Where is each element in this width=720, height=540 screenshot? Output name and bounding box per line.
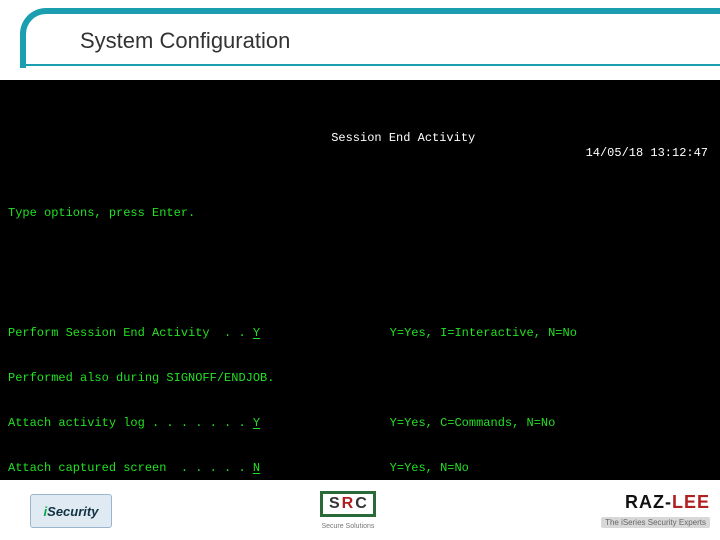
isecurity-text: iSecurity [44, 504, 99, 519]
field-hint: Y=Yes, N=No [390, 461, 469, 475]
src-logo: SRC Secure Solutions [320, 491, 376, 530]
razlee-sub: The iSeries Security Experts [601, 517, 710, 528]
isecurity-logo: iSecurity [30, 494, 112, 528]
instruction-text: Type options, press Enter. [8, 206, 195, 221]
terminal-screen: Session End Activity 14/05/18 13:12:47 T… [0, 80, 720, 480]
field-hint: Y=Yes, I=Interactive, N=No [390, 326, 577, 340]
field-row: Attach captured screen . . . . . N Y=Yes… [8, 461, 712, 476]
footer-logos: iSecurity SRC Secure Solutions RAZ-LEE T… [0, 484, 720, 534]
field-row: Perform Session End Activity . . Y Y=Yes… [8, 326, 712, 341]
field-label: Perform Session End Activity . . [8, 326, 246, 341]
slide-header: System Configuration [20, 8, 720, 68]
field-row: Performed also during SIGNOFF/ENDJOB. [8, 371, 712, 386]
isecurity-badge: iSecurity [30, 494, 112, 528]
razlee-logo: RAZ-LEE The iSeries Security Experts [601, 492, 710, 528]
header-underline [26, 64, 720, 66]
screen-datetime: 14/05/18 13:12:47 [586, 146, 708, 161]
field-label: Performed also during SIGNOFF/ENDJOB. [8, 371, 274, 386]
src-tag: Secure Solutions [321, 523, 374, 530]
razlee-main: RAZ-LEE [625, 492, 710, 513]
field-row: Attach activity log . . . . . . . Y Y=Ye… [8, 416, 712, 431]
slide-root: System Configuration Session End Activit… [0, 0, 720, 540]
field-value[interactable]: Y [253, 326, 260, 340]
field-label: Attach captured screen . . . . . [8, 461, 246, 476]
slide-title: System Configuration [80, 28, 290, 54]
field-hint: Y=Yes, C=Commands, N=No [390, 416, 556, 430]
screen-title: Session End Activity [51, 131, 720, 146]
field-value[interactable]: N [253, 461, 260, 475]
field-value[interactable]: Y [253, 416, 260, 430]
src-box: SRC [320, 491, 376, 517]
field-label: Attach activity log . . . . . . . [8, 416, 246, 431]
